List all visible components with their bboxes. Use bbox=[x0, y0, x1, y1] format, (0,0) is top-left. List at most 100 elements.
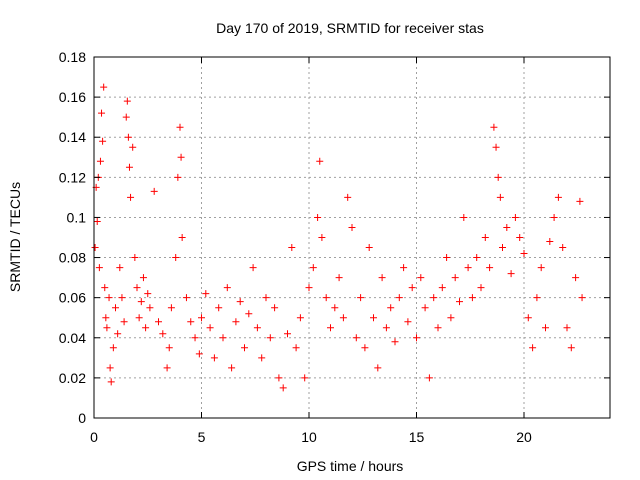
chart-title: Day 170 of 2019, SRMTID for receiver sta… bbox=[216, 20, 484, 36]
data-point bbox=[413, 334, 420, 342]
data-point bbox=[296, 314, 304, 322]
data-point bbox=[421, 304, 429, 312]
x-tick-label: 20 bbox=[516, 429, 532, 445]
data-point bbox=[503, 223, 511, 231]
data-point bbox=[187, 318, 195, 326]
y-tick-label: 0 bbox=[78, 410, 86, 426]
data-point bbox=[144, 290, 152, 298]
data-point bbox=[122, 113, 130, 121]
data-point bbox=[473, 254, 481, 262]
data-point bbox=[451, 274, 459, 282]
data-point bbox=[314, 213, 322, 221]
data-point bbox=[249, 264, 257, 272]
data-point bbox=[109, 344, 117, 352]
data-point bbox=[98, 109, 106, 117]
data-point bbox=[253, 324, 261, 332]
data-point bbox=[434, 324, 442, 332]
data-point bbox=[182, 294, 190, 302]
axis-ticks bbox=[93, 56, 610, 419]
data-point bbox=[481, 234, 489, 241]
data-point bbox=[537, 264, 545, 272]
data-point bbox=[490, 123, 498, 131]
y-tick-label: 0.04 bbox=[59, 330, 86, 346]
data-point bbox=[105, 294, 113, 302]
y-tick-labels: 0 0.02 0.04 0.06 0.08 0.1 0.12 0.14 0.16 0.18 bbox=[59, 49, 86, 426]
data-point bbox=[101, 284, 109, 292]
data-point bbox=[195, 350, 203, 358]
y-tick-label: 0.1 bbox=[67, 209, 87, 225]
x-tick-label: 0 bbox=[90, 429, 98, 445]
data-point bbox=[572, 274, 580, 282]
data-point bbox=[456, 298, 463, 306]
data-point bbox=[335, 274, 343, 282]
y-axis-label: SRMTID / TECUs bbox=[7, 182, 23, 292]
data-point bbox=[447, 314, 455, 322]
data-point bbox=[496, 193, 504, 201]
data-point bbox=[365, 244, 373, 252]
data-point bbox=[327, 324, 334, 332]
data-point bbox=[176, 123, 184, 131]
data-point bbox=[404, 318, 412, 326]
data-point bbox=[178, 234, 186, 241]
data-point bbox=[96, 157, 104, 165]
data-point bbox=[99, 137, 107, 145]
data-point bbox=[322, 294, 330, 302]
x-axis-label: GPS time / hours bbox=[297, 458, 404, 474]
data-point bbox=[576, 197, 584, 205]
data-point bbox=[258, 354, 266, 362]
data-point bbox=[163, 364, 171, 372]
data-point bbox=[202, 290, 210, 298]
data-point bbox=[468, 294, 476, 302]
x-tick-label: 15 bbox=[409, 429, 425, 445]
data-point bbox=[339, 314, 347, 322]
data-point bbox=[279, 384, 287, 392]
data-point bbox=[150, 187, 158, 195]
data-point bbox=[520, 250, 528, 258]
data-point bbox=[91, 244, 99, 252]
data-point bbox=[567, 344, 575, 352]
y-tick-label: 0.16 bbox=[59, 89, 86, 105]
data-point bbox=[198, 314, 205, 322]
data-point bbox=[102, 314, 110, 322]
data-point bbox=[550, 213, 558, 221]
data-point bbox=[206, 324, 214, 332]
data-point bbox=[215, 304, 223, 312]
y-tick-label: 0.18 bbox=[59, 49, 86, 65]
data-point bbox=[492, 143, 500, 151]
data-point bbox=[400, 264, 408, 272]
y-tick-label: 0.02 bbox=[59, 370, 86, 386]
y-tick-label: 0.14 bbox=[59, 129, 86, 145]
x-tick-label: 10 bbox=[301, 429, 317, 445]
data-point bbox=[511, 213, 519, 221]
data-point bbox=[174, 173, 182, 181]
data-point bbox=[387, 304, 395, 312]
y-tick-label: 0.12 bbox=[59, 169, 86, 185]
data-point bbox=[93, 217, 101, 225]
data-point bbox=[133, 284, 141, 292]
data-point bbox=[191, 334, 199, 342]
data-point bbox=[292, 344, 300, 352]
data-point bbox=[135, 314, 143, 322]
data-point bbox=[494, 173, 502, 181]
data-point bbox=[112, 304, 119, 312]
y-tick-label: 0.06 bbox=[59, 290, 86, 306]
data-point bbox=[357, 294, 365, 302]
data-point bbox=[546, 238, 554, 246]
data-point bbox=[95, 264, 103, 272]
data-point bbox=[499, 244, 506, 252]
data-point bbox=[563, 324, 571, 332]
data-point bbox=[271, 304, 279, 312]
data-point bbox=[316, 157, 324, 165]
data-point bbox=[236, 298, 244, 306]
data-point bbox=[438, 284, 446, 292]
data-point bbox=[344, 193, 352, 201]
data-point bbox=[159, 330, 167, 338]
data-point bbox=[165, 344, 173, 352]
data-point bbox=[305, 284, 313, 292]
data-point bbox=[116, 264, 124, 272]
data-point bbox=[443, 254, 451, 262]
data-point bbox=[348, 223, 356, 231]
data-point bbox=[106, 364, 114, 372]
data-point bbox=[352, 334, 360, 342]
data-point bbox=[100, 83, 108, 91]
